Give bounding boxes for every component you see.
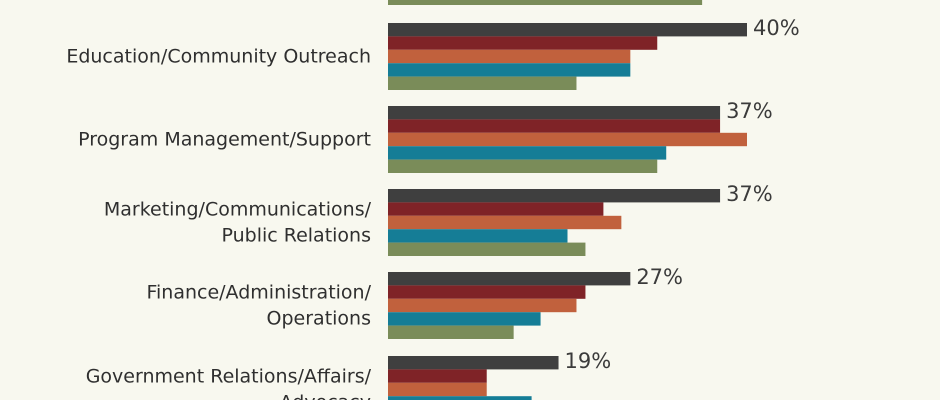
bar-3-series-4 [388,229,568,243]
category-label-line: Program Management/Support [78,129,371,151]
bar-3-series-1 [388,189,721,203]
bar-3-series-2 [388,202,604,216]
category-label-line: Marketing/Communications/ [104,199,372,221]
bar-5-series-2 [388,369,487,383]
bar-5-series-4 [388,396,532,400]
bar-2-series-1 [388,106,721,120]
bar-1-series-5 [388,76,577,90]
bar-4-series-4 [388,312,541,326]
category-label-line: Public Relations [221,225,371,247]
data-label-1: 40% [753,16,800,40]
category-label-line: Education/Community Outreach [66,46,371,68]
category-label-line: Advocacy [280,392,371,400]
bar-1-series-1 [388,23,747,37]
bar-top-partial [388,0,703,5]
data-label-3: 37% [726,182,773,206]
bar-2-series-5 [388,159,658,173]
category-label-2: Program Management/Support [78,129,371,151]
category-label-4: Finance/Administration/Operations [146,282,371,330]
category-label-5: Government Relations/Affairs/Advocacy [86,366,372,400]
data-label-2: 37% [726,99,773,123]
bar-2-series-4 [388,146,667,160]
bar-1-series-2 [388,36,658,50]
category-label-1: Education/Community Outreach [66,46,371,68]
bar-3-series-3 [388,215,622,230]
category-label-line: Finance/Administration/ [146,282,371,304]
bar-2-series-2 [388,119,721,133]
bar-4-series-1 [388,272,631,286]
bar-5-series-3 [388,382,487,397]
bar-4-series-3 [388,298,577,313]
data-label-5: 19% [565,349,612,373]
bar-1-series-3 [388,49,631,64]
bar-2-series-3 [388,132,747,147]
bar-4-series-5 [388,325,514,339]
data-label-4: 27% [636,265,683,289]
category-label-line: Government Relations/Affairs/ [86,366,372,388]
category-label-line: Operations [267,308,371,330]
category-label-3: Marketing/Communications/Public Relation… [104,199,372,247]
bar-5-series-1 [388,356,559,370]
bar-3-series-5 [388,242,586,256]
bar-4-series-2 [388,285,586,299]
bar-1-series-4 [388,63,631,77]
